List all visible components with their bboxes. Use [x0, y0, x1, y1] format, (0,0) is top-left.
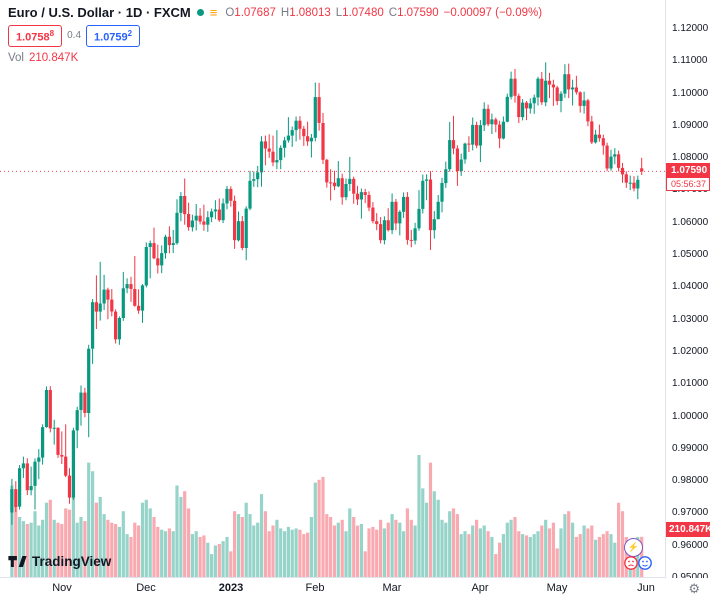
price-tick-label: 0.97000	[672, 507, 709, 518]
last-volume-tag: 210.847K	[666, 522, 710, 537]
sentiment-buttons[interactable]	[623, 555, 653, 576]
price-tick-label: 1.08000	[672, 152, 709, 163]
price-tick-label: 1.11000	[672, 55, 708, 66]
price-tick-label: 0.98000	[672, 475, 709, 486]
high-value: 1.08013	[289, 6, 331, 19]
volume-value: 210.847K	[29, 51, 79, 64]
last-price-tag: 1.07590	[666, 163, 710, 179]
time-tick-label: Dec	[136, 582, 156, 594]
price-tick-label: 1.02000	[672, 346, 709, 357]
price-tick-label: 0.99000	[672, 443, 709, 454]
quick-trade-lightning-button[interactable]: ⚡	[624, 538, 643, 557]
buy-pip-sup: 2	[127, 29, 133, 38]
change-value: −0.00097 (−0.09%)	[443, 6, 543, 19]
symbol-row: Euro / U.S. Dollar · 1D · FXCM ≡ O1.0768…	[8, 5, 542, 20]
open-value: 1.07687	[234, 6, 276, 19]
candles[interactable]	[10, 62, 644, 525]
tradingview-logo-text: TradingView	[32, 554, 112, 569]
price-axis[interactable]: 1.07590 05:56:37 210.847K 1.12000 1.11000…	[666, 0, 710, 583]
price-tick-label: 1.06000	[672, 217, 709, 228]
sell-pip-sup: 8	[49, 29, 55, 38]
price-tick-label: 1.05000	[672, 249, 709, 260]
price-tick-label: 1.01000	[672, 378, 709, 389]
price-tick-label: 1.09000	[672, 120, 709, 131]
tradingview-logo[interactable]: TradingView	[8, 553, 111, 570]
price-tick-label: 1.03000	[672, 314, 709, 325]
low-label: L	[335, 6, 343, 19]
time-tick-label: Mar	[382, 582, 402, 594]
chart-legend: Euro / U.S. Dollar · 1D · FXCM ≡ O1.0768…	[8, 5, 542, 64]
sell-button[interactable]: 1.07588	[8, 25, 63, 47]
price-tick-label: 1.00000	[672, 411, 709, 422]
time-tick-label: Nov	[52, 582, 72, 594]
market-status-dot-icon[interactable]	[196, 9, 204, 16]
spread-value: 0.4	[67, 30, 82, 42]
bull-sentiment-icon[interactable]	[638, 556, 652, 570]
data-window-icon[interactable]: ≡	[209, 4, 218, 20]
open-label: O	[225, 6, 235, 19]
time-axis[interactable]: ⚙ Nov Dec 2023 Feb Mar Apr May Jun	[0, 578, 710, 600]
tradingview-logo-icon	[8, 556, 27, 567]
close-label: C	[388, 6, 398, 19]
volume-row[interactable]: Vol 210.847K	[8, 52, 542, 64]
bid-ask-row: 1.07588 0.4 1.07592	[8, 25, 542, 47]
close-value: 1.07590	[397, 6, 439, 19]
ohlc-values: O1.07687 H1.08013 L1.07480 C1.07590 −0.0…	[225, 7, 542, 19]
volume-label: Vol	[8, 51, 24, 64]
bear-sentiment-icon[interactable]	[624, 556, 638, 570]
chart-pane[interactable]: Euro / U.S. Dollar · 1D · FXCM ≡ O1.0768…	[0, 0, 666, 578]
candlestick-chart[interactable]	[0, 0, 665, 577]
price-tick-label: 1.04000	[672, 281, 709, 292]
lightning-icon: ⚡	[627, 542, 640, 552]
high-label: H	[280, 6, 290, 19]
price-tick-label: 1.10000	[672, 88, 709, 99]
time-tick-label: Apr	[471, 582, 489, 594]
price-tick-label: 1.12000	[672, 23, 709, 34]
settings-gear-icon[interactable]: ⚙	[688, 581, 700, 596]
time-tick-label: May	[546, 582, 568, 594]
buy-button[interactable]: 1.07592	[86, 25, 141, 47]
volume-bars[interactable]	[10, 455, 644, 577]
symbol-title[interactable]: Euro / U.S. Dollar · 1D · FXCM	[8, 5, 191, 20]
time-tick-label: Jun	[637, 582, 655, 594]
candle-countdown: 05:56:37	[666, 177, 710, 192]
low-value: 1.07480	[342, 6, 384, 19]
time-tick-label: Feb	[305, 582, 325, 594]
price-tick-label: 0.96000	[672, 540, 709, 551]
price-tick-label: 0.95000	[672, 572, 708, 583]
time-tick-label: 2023	[218, 582, 244, 594]
